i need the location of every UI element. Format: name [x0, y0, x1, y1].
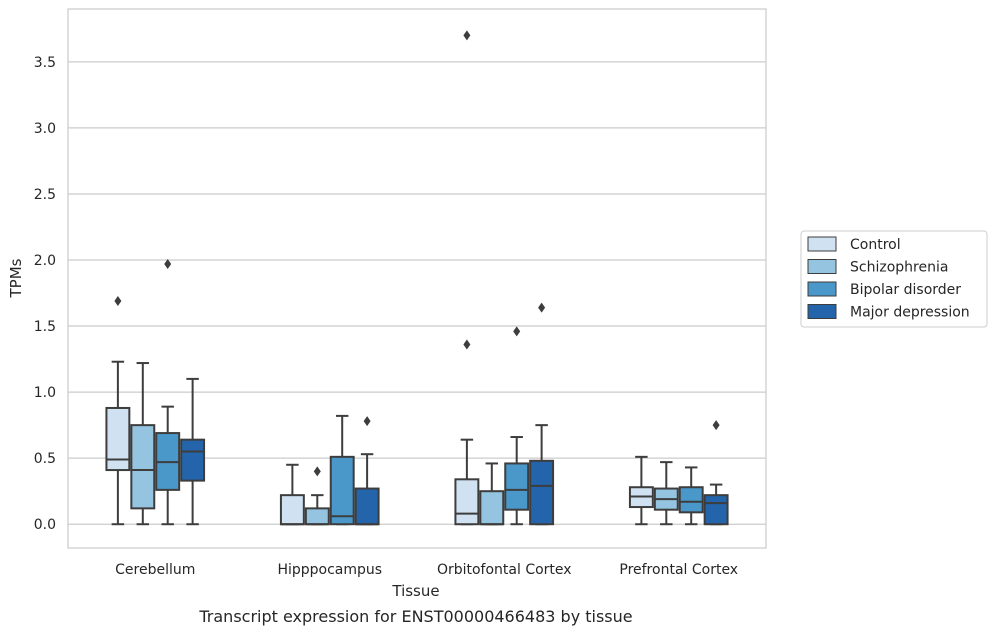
box-group [105, 295, 131, 526]
outlier-point [712, 420, 720, 431]
x-tick-label: Hipppocampus [277, 562, 382, 578]
box-iqr [529, 459, 555, 526]
box-iqr [304, 507, 330, 526]
box-iqr [130, 424, 156, 510]
box-iqr [703, 494, 729, 526]
box-iqr [105, 406, 131, 472]
box-iqr [329, 455, 355, 526]
x-axis-ticks: Cerebellum Hipppocampus Orbitofontal Corte… [115, 562, 738, 578]
legend-label: Major depression [850, 305, 970, 321]
box-iqr [279, 494, 305, 526]
box-group [279, 463, 305, 526]
legend-label: Schizophrenia [850, 260, 948, 276]
legend-frame [800, 230, 988, 328]
box-iqr [504, 462, 530, 511]
legend-label: Bipolar disorder [850, 282, 961, 298]
box-group [155, 258, 181, 526]
y-tick-label: 0.0 [34, 517, 56, 533]
box-group [628, 455, 654, 526]
box-group [479, 462, 505, 526]
legend: Control Schizophrenia Bipolar disorder Majo… [800, 230, 988, 328]
y-tick-label: 0.5 [34, 451, 56, 467]
outlier-point [463, 339, 471, 350]
y-tick-label: 2.0 [34, 253, 56, 269]
legend-swatch [807, 259, 837, 274]
box-group [454, 30, 480, 526]
y-tick-label: 1.5 [34, 319, 56, 335]
outlier-point [363, 416, 371, 427]
box-group [653, 461, 679, 526]
outlier-point [114, 295, 122, 306]
outlier-point [463, 30, 471, 41]
outlier-point [313, 466, 321, 477]
y-tick-label: 2.5 [34, 187, 56, 203]
y-tick-label: 3.0 [34, 121, 56, 137]
box-group [180, 377, 206, 526]
legend-swatch [807, 281, 837, 297]
boxes [105, 30, 729, 526]
x-tick-label: Prefrontal Cortex [619, 562, 738, 578]
box-group [130, 362, 156, 526]
box-group [329, 414, 355, 526]
legend-swatch [807, 236, 837, 252]
legend-swatch [807, 304, 837, 319]
box-group [354, 416, 380, 526]
y-axis-label: TPMs [7, 258, 25, 298]
box-iqr [454, 478, 480, 526]
chart-caption: Transcript expression for ENST0000046648… [198, 607, 632, 626]
plot-area-frame [67, 8, 767, 549]
x-tick-label: Orbitofontal Cortex [437, 562, 572, 578]
box-iqr [354, 487, 380, 526]
y-tick-label: 3.5 [34, 55, 56, 71]
outlier-point [164, 258, 172, 269]
y-tick-label: 1.0 [34, 385, 56, 401]
box-group [529, 302, 555, 526]
box-group [678, 466, 704, 526]
box-group [504, 326, 530, 526]
x-tick-label: Cerebellum [115, 562, 195, 578]
x-axis-label: Tissue [391, 582, 439, 600]
y-axis-ticks: 0.0 0.5 1.0 1.5 2.0 2.5 3.0 3.5 [34, 55, 56, 533]
box-iqr [479, 490, 505, 526]
outlier-point [513, 326, 521, 337]
outlier-point [538, 302, 546, 313]
box-group [304, 466, 330, 526]
legend-label: Control [850, 237, 901, 253]
box-iqr [180, 438, 206, 482]
box-group [703, 420, 729, 526]
box-iqr [678, 486, 704, 514]
